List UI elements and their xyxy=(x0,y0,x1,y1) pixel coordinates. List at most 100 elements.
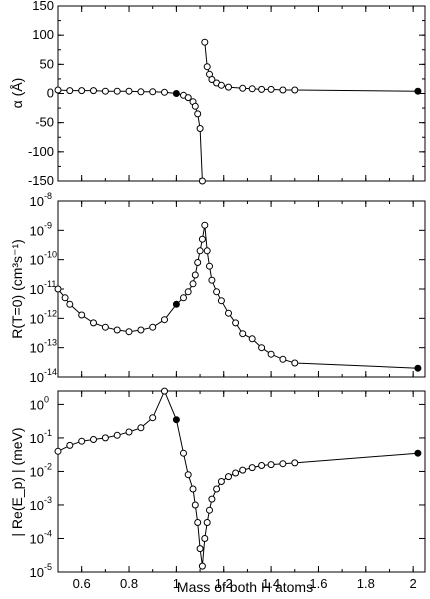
data-point xyxy=(149,88,157,96)
y-tick-label: 10 xyxy=(30,223,44,238)
data-point xyxy=(258,85,266,93)
y-tick-label: 10 xyxy=(30,464,44,479)
data-point xyxy=(78,437,86,445)
ylabel-alpha: α (Å) xyxy=(9,78,25,109)
y-tick-exponent: -4 xyxy=(44,528,52,538)
y-tick-label: 50 xyxy=(40,56,54,71)
data-point xyxy=(101,87,109,95)
data-point xyxy=(203,247,211,255)
data-point xyxy=(180,449,187,457)
data-point xyxy=(66,300,74,308)
data-point xyxy=(239,466,247,474)
y-tick-label: 10 xyxy=(30,253,44,268)
data-point xyxy=(161,88,168,96)
y-tick-label: -150 xyxy=(28,173,54,188)
data-point xyxy=(137,326,145,334)
data-point xyxy=(180,294,187,302)
data-point xyxy=(291,459,299,467)
data-point xyxy=(184,288,192,296)
data-point xyxy=(184,471,192,479)
y-tick-label: 10 xyxy=(30,565,44,580)
data-point xyxy=(201,535,209,542)
y-tick-exponent: -5 xyxy=(44,562,52,572)
y-tick-label: 10 xyxy=(30,431,44,446)
series-line xyxy=(57,89,203,182)
data-point-filled xyxy=(172,300,180,308)
data-point xyxy=(213,485,221,493)
plot-frame xyxy=(57,200,426,378)
energy-panel: 0.6 0.8 1 1.2 1.4 1.6 1.8 210 010 -110 -210 -310 -41… xyxy=(30,387,426,591)
data-point xyxy=(161,387,168,395)
alpha-panel: 150 100 50 0 -50 -100 -150 xyxy=(28,0,426,188)
x-tick-label: 1.4 xyxy=(262,576,280,591)
data-point xyxy=(78,87,86,95)
data-point xyxy=(54,86,62,94)
data-point xyxy=(194,259,202,266)
y-tick-exponent: -9 xyxy=(44,220,52,230)
data-point xyxy=(54,447,62,455)
x-tick-label: 1.6 xyxy=(309,576,327,591)
data-point xyxy=(198,235,206,243)
data-point xyxy=(248,335,256,343)
y-tick-exponent: -12 xyxy=(44,308,57,318)
y-tick-exponent: -10 xyxy=(44,250,57,260)
y-tick-label: 10 xyxy=(30,498,44,513)
data-point xyxy=(225,473,232,481)
plot-frame xyxy=(57,5,426,182)
data-point xyxy=(189,485,197,493)
data-point xyxy=(194,110,202,118)
data-point xyxy=(279,460,287,468)
data-point xyxy=(101,323,109,331)
xlabel: Mass of both H atoms xyxy=(177,579,313,595)
data-point xyxy=(125,87,133,95)
data-point xyxy=(206,262,213,270)
data-point xyxy=(213,288,221,296)
data-point xyxy=(217,81,225,89)
data-point xyxy=(267,461,275,469)
y-tick-exponent: -2 xyxy=(44,461,52,471)
data-point-filled xyxy=(414,87,422,95)
x-tick-label: 1.2 xyxy=(215,576,233,591)
data-point-filled xyxy=(414,449,422,457)
data-point xyxy=(225,83,232,91)
ylabel-rate: R(T=0) (cm³s⁻¹) xyxy=(9,239,25,339)
data-point xyxy=(90,436,97,443)
data-point xyxy=(61,294,69,302)
data-point xyxy=(113,87,121,95)
data-point xyxy=(66,87,74,95)
data-point xyxy=(203,519,211,526)
y-tick-label: 10 xyxy=(30,531,44,546)
y-tick-exponent: -11 xyxy=(44,279,56,289)
data-point xyxy=(258,344,266,352)
data-point xyxy=(161,316,168,324)
y-tick-label: 150 xyxy=(32,0,54,13)
data-point-filled xyxy=(172,416,180,424)
data-point xyxy=(248,464,256,472)
y-tick-exponent: 0 xyxy=(44,394,49,404)
y-tick-label: -50 xyxy=(35,115,54,130)
y-tick-label: 10 xyxy=(30,397,44,412)
data-point xyxy=(191,271,199,279)
data-point xyxy=(279,355,287,363)
data-point xyxy=(189,280,197,288)
y-tick-label: 10 xyxy=(30,282,44,297)
x-tick-label: 1.8 xyxy=(357,576,375,591)
data-point xyxy=(101,434,109,442)
data-point xyxy=(113,326,121,334)
data-point xyxy=(90,87,97,95)
x-tick-label: 2 xyxy=(410,576,417,591)
y-tick-label: 100 xyxy=(32,27,54,42)
y-tick-exponent: -8 xyxy=(44,191,52,201)
data-point xyxy=(196,125,204,132)
y-tick-exponent: -14 xyxy=(44,367,57,377)
data-point xyxy=(149,414,157,422)
data-point xyxy=(217,478,225,485)
data-point xyxy=(191,102,199,110)
series-line xyxy=(57,225,418,369)
data-point-filled xyxy=(172,90,180,97)
x-tick-label: 0.8 xyxy=(120,576,138,591)
data-point xyxy=(208,276,216,284)
x-tick-label: 1 xyxy=(173,576,180,591)
y-tick-exponent: -1 xyxy=(44,428,52,438)
